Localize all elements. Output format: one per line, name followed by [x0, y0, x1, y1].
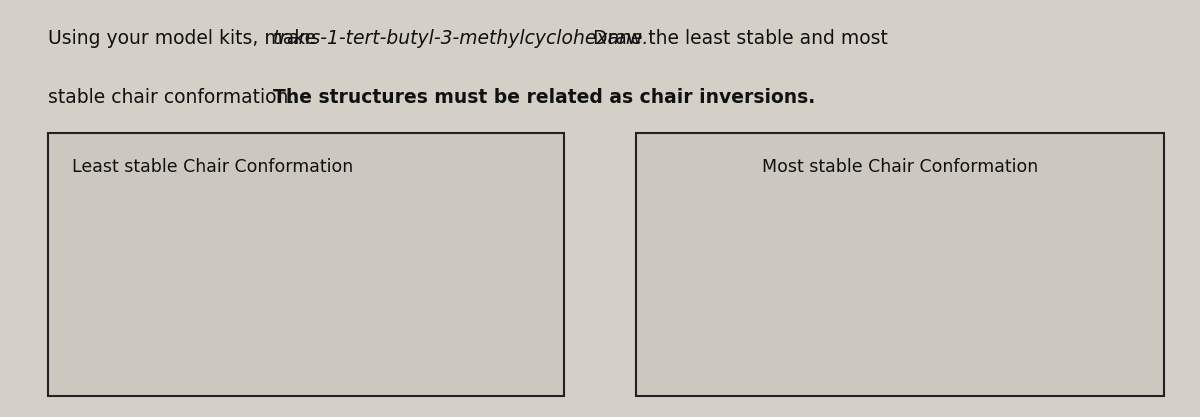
Text: The structures must be related as chair inversions.: The structures must be related as chair …: [274, 88, 815, 107]
Text: stable chair conformation.: stable chair conformation.: [48, 88, 306, 107]
Text: Most stable Chair Conformation: Most stable Chair Conformation: [762, 158, 1038, 176]
FancyBboxPatch shape: [636, 133, 1164, 396]
Text: Draw the least stable and most: Draw the least stable and most: [587, 29, 888, 48]
Text: trans-1-tert-butyl-3-methylcyclohexane.: trans-1-tert-butyl-3-methylcyclohexane.: [274, 29, 649, 48]
FancyBboxPatch shape: [48, 133, 564, 396]
Text: Using your model kits, make: Using your model kits, make: [48, 29, 322, 48]
Text: Least stable Chair Conformation: Least stable Chair Conformation: [72, 158, 353, 176]
